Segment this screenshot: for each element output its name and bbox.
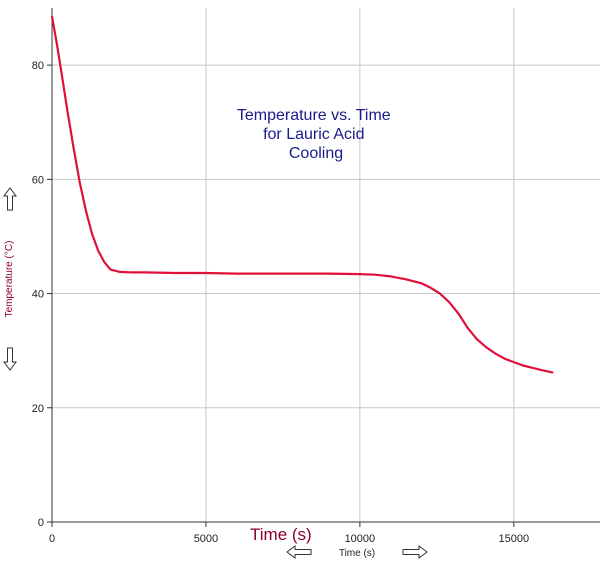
chart-title-line-3: Cooling bbox=[289, 145, 343, 162]
arrow-right-icon[interactable] bbox=[402, 545, 428, 559]
x-tick-label: 15000 bbox=[499, 533, 530, 545]
chart-title-line-1: Temperature vs. Time bbox=[237, 107, 391, 124]
x-tick-label: 5000 bbox=[194, 533, 218, 545]
y-tick-label: 0 bbox=[38, 517, 44, 529]
y-tick-label: 40 bbox=[32, 289, 44, 301]
x-tick-label: 0 bbox=[49, 533, 55, 545]
arrow-down-icon[interactable] bbox=[3, 347, 17, 371]
y-axis-label: Temperature (°C) bbox=[4, 241, 15, 318]
y-tick-label: 80 bbox=[32, 60, 44, 72]
chart-title: Temperature vs. Time for Lauric Acid Coo… bbox=[237, 107, 395, 162]
x-axis-label-large: Time (s) bbox=[250, 525, 312, 544]
x-tick-label: 10000 bbox=[345, 533, 376, 545]
chart-title-line-2: for Lauric Acid bbox=[263, 126, 364, 143]
axes bbox=[47, 8, 600, 527]
arrow-left-icon[interactable] bbox=[286, 545, 312, 559]
grid bbox=[52, 8, 600, 522]
tick-labels: 0 5000 10000 15000 0 20 40 60 80 bbox=[32, 60, 529, 545]
arrow-up-icon[interactable] bbox=[3, 187, 17, 211]
x-axis-label: Time (s) bbox=[339, 548, 375, 559]
series-line-temperature bbox=[50, 15, 554, 374]
y-tick-label: 60 bbox=[32, 174, 44, 186]
y-tick-label: 20 bbox=[32, 403, 44, 415]
